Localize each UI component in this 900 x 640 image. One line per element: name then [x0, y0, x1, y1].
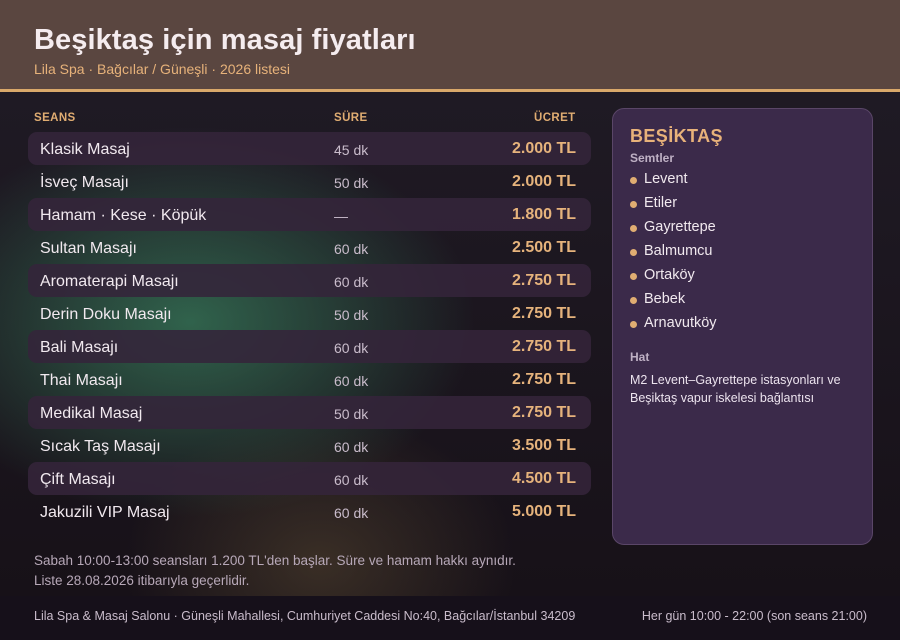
table-row: Jakuzili VIP Masaj 60 dk 5.000 TL [28, 495, 591, 528]
panel-title: BEŞİKTAŞ [630, 126, 723, 146]
table-row: İsveç Masajı 50 dk 2.000 TL [28, 165, 591, 198]
session-price: 2.750 TL [511, 305, 576, 322]
session-duration: 60 dk [334, 241, 369, 257]
table-row: Aromaterapi Masajı 60 dk 2.750 TL [28, 264, 591, 297]
session-name: Çift Masajı [40, 471, 116, 488]
session-price: 3.500 TL [511, 437, 576, 454]
bullet-icon [630, 201, 637, 208]
session-name: Sultan Masajı [40, 240, 137, 257]
bullet-icon [630, 177, 637, 184]
table-row: Derin Doku Masajı 50 dk 2.750 TL [28, 297, 591, 330]
column-header-session: SEANS [34, 112, 76, 124]
session-price: 2.750 TL [511, 338, 576, 355]
bullet-icon [630, 225, 637, 232]
table-row: Sıcak Taş Masajı 60 dk 3.500 TL [28, 429, 591, 462]
session-duration: 60 dk [334, 340, 369, 356]
column-header-price: ÜCRET [534, 112, 576, 124]
session-price: 4.500 TL [511, 470, 576, 487]
bullet-icon [630, 273, 637, 280]
footer-address: Lila Spa & Masaj Salonu · Güneşli Mahall… [34, 609, 576, 623]
session-name: Bali Masajı [40, 339, 119, 356]
session-price: 2.500 TL [511, 239, 576, 256]
session-name: Derin Doku Masajı [40, 306, 172, 323]
session-duration: 50 dk [334, 307, 369, 323]
table-row: Klasik Masaj 45 dk 2.000 TL [28, 132, 591, 165]
validity-note: Liste 28.08.2026 itibarıyla geçerlidir. [34, 573, 250, 588]
header-divider [0, 89, 900, 92]
session-duration: 50 dk [334, 175, 369, 191]
page-footer: Lila Spa & Masaj Salonu · Güneşli Mahall… [0, 596, 900, 640]
session-duration: 45 dk [334, 142, 369, 158]
line-label: Hat [630, 350, 650, 364]
session-price: 2.750 TL [511, 272, 576, 289]
session-price: 2.750 TL [511, 371, 576, 388]
session-name: Sıcak Taş Masajı [40, 438, 161, 455]
page-header: Beşiktaş için masaj fiyatları Lila Spa ·… [0, 0, 900, 89]
session-name: Aromaterapi Masajı [40, 273, 179, 290]
line-description: M2 Levent–Gayrettepe istasyonları ve Beş… [630, 373, 841, 405]
session-price: 1.800 TL [511, 206, 576, 223]
column-header-duration: SÜRE [334, 112, 368, 124]
session-price: 2.750 TL [511, 404, 576, 421]
table-row: Bali Masajı 60 dk 2.750 TL [28, 330, 591, 363]
session-duration: — [334, 208, 348, 224]
district-panel: BEŞİKTAŞ Semtler Hat M2 Levent–Gayrettep… [612, 108, 873, 545]
bullet-icon [630, 249, 637, 256]
session-duration: 60 dk [334, 472, 369, 488]
session-price: 5.000 TL [511, 503, 576, 520]
page-subtitle: Lila Spa · Bağcılar / Güneşli · 2026 lis… [34, 61, 291, 77]
district-name: Gayrettepe [644, 219, 716, 235]
session-name: Klasik Masaj [40, 141, 130, 158]
session-duration: 60 dk [334, 373, 369, 389]
bullet-icon [630, 297, 637, 304]
session-duration: 60 dk [334, 505, 369, 521]
district-name: Arnavutköy [644, 315, 717, 331]
session-name: İsveç Masajı [40, 174, 129, 191]
table-row: Hamam · Kese · Köpük — 1.800 TL [28, 198, 591, 231]
district-name: Etiler [644, 195, 678, 211]
session-name: Jakuzili VIP Masaj [40, 504, 170, 521]
district-name: Balmumcu [644, 243, 713, 259]
bullet-icon [630, 321, 637, 328]
session-duration: 50 dk [334, 406, 369, 422]
session-name: Medikal Masaj [40, 405, 143, 422]
session-duration: 60 dk [334, 439, 369, 455]
page-title: Beşiktaş için masaj fiyatları [34, 24, 416, 56]
morning-note: Sabah 10:00-13:00 seansları 1.200 TL'den… [34, 553, 516, 568]
session-name: Thai Masajı [40, 372, 123, 389]
session-name: Hamam · Kese · Köpük [40, 207, 207, 224]
session-price: 2.000 TL [511, 140, 576, 157]
footer-hours: Her gün 10:00 - 22:00 (son seans 21:00) [641, 609, 867, 623]
table-row: Medikal Masaj 50 dk 2.750 TL [28, 396, 591, 429]
districts-label: Semtler [630, 151, 675, 165]
district-name: Levent [644, 171, 688, 187]
district-name: Ortaköy [644, 267, 695, 283]
price-table: Klasik Masaj 45 dk 2.000 TL İsveç Masajı 50 … [28, 132, 591, 528]
district-name: Bebek [644, 291, 686, 307]
session-price: 2.000 TL [511, 173, 576, 190]
table-row: Çift Masajı 60 dk 4.500 TL [28, 462, 591, 495]
table-row: Thai Masajı 60 dk 2.750 TL [28, 363, 591, 396]
table-row: Sultan Masajı 60 dk 2.500 TL [28, 231, 591, 264]
session-duration: 60 dk [334, 274, 369, 290]
